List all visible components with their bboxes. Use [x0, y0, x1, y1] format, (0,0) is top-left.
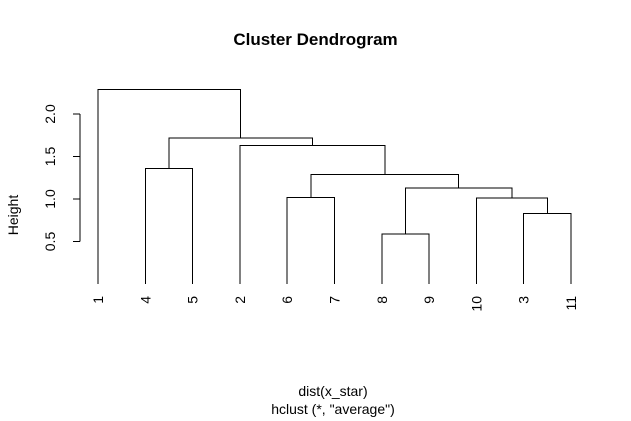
dendrogram-link [310, 173, 460, 198]
leaf-label: 10 [468, 296, 484, 312]
leaf-label: 11 [563, 296, 579, 311]
dendrogram-link [239, 144, 386, 284]
leaf-label: 7 [327, 296, 343, 304]
dendrogram-link [286, 196, 335, 284]
method-sublabel: hclust (*, "average") [271, 401, 395, 417]
chart-title: Cluster Dendrogram [233, 30, 398, 49]
y-tick-label: 2.0 [42, 104, 58, 124]
x-axis-label: dist(x_star) [298, 383, 368, 399]
dendrogram-link [168, 137, 313, 169]
leaf-label: 2 [232, 296, 248, 304]
leaf-label: 9 [421, 296, 437, 304]
y-tick-label: 0.5 [42, 232, 58, 252]
leaf-label: 5 [185, 296, 201, 304]
leaf-label: 3 [516, 296, 532, 304]
dendrogram-link [144, 167, 194, 284]
leaf-label: 8 [374, 296, 390, 304]
y-axis: 0.5 1.0 1.5 2.0 [42, 104, 81, 252]
y-tick-label: 1.0 [42, 189, 58, 209]
leaf-label: 1 [90, 296, 106, 304]
dendrogram-link [475, 197, 548, 284]
leaf-label: 4 [137, 296, 153, 304]
dendrogram-link [523, 212, 572, 284]
leaf-labels: 1 4 5 2 6 7 8 9 10 3 11 [90, 296, 579, 312]
dendrogram-link [404, 187, 513, 234]
dendrogram-link [381, 233, 430, 284]
leaf-label: 6 [279, 296, 295, 304]
dendrogram-link [97, 88, 242, 284]
y-tick-label: 1.5 [42, 147, 58, 167]
dendrogram-tree [97, 88, 572, 284]
